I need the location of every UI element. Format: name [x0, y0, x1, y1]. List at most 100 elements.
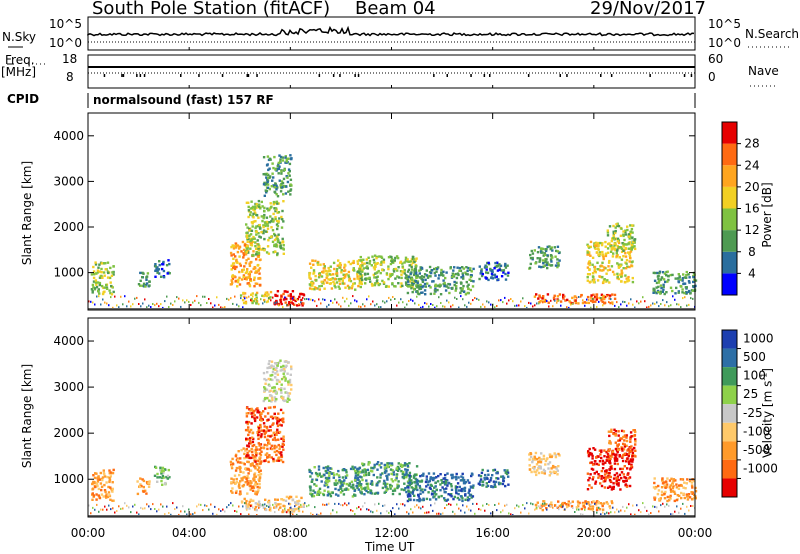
noise-cell — [634, 513, 636, 516]
scatter-cell — [252, 220, 256, 223]
scatter-cell — [255, 271, 258, 274]
scatter-cell — [424, 285, 428, 288]
scatter-cell — [288, 502, 292, 506]
velocity-colorbar-segment — [722, 330, 737, 349]
scatter-cell — [280, 437, 283, 440]
scatter-cell — [369, 469, 373, 472]
scatter-cell — [265, 191, 268, 194]
scatter-cell — [249, 233, 253, 236]
scatter-cell — [536, 257, 539, 260]
scatter-cell — [264, 222, 267, 225]
scatter-cell — [162, 471, 165, 475]
scatter-cell — [597, 463, 600, 466]
scatter-cell — [137, 283, 141, 286]
noise-cell — [594, 502, 596, 505]
scatter-cell — [625, 277, 628, 280]
scatter-cell — [600, 475, 604, 478]
scatter-cell — [277, 451, 281, 454]
scatter-cell — [410, 479, 413, 482]
scatter-cell — [609, 250, 613, 253]
scatter-cell — [282, 372, 285, 375]
scatter-cell — [258, 479, 261, 483]
noise-cell — [132, 303, 134, 306]
scatter-cell — [460, 475, 463, 478]
scatter-cell — [267, 499, 271, 503]
scatter-cell — [250, 481, 253, 484]
scatter-cell — [387, 285, 390, 288]
scatter-cell — [342, 493, 346, 496]
scatter-cell — [316, 261, 319, 265]
noise-cell — [456, 298, 458, 300]
scatter-cell — [614, 456, 618, 459]
scatter-cell — [280, 498, 283, 501]
noise-cell — [688, 509, 690, 512]
scatter-cell — [268, 504, 271, 507]
scatter-cell — [276, 211, 279, 214]
scatter-cell — [454, 488, 458, 492]
scatter-cell — [317, 493, 321, 496]
scatter-cell — [593, 472, 596, 475]
scatter-cell — [537, 467, 540, 470]
scatter-cell — [291, 498, 295, 501]
scatter-cell — [242, 274, 246, 277]
scatter-cell — [249, 207, 253, 210]
scatter-cell — [145, 282, 149, 285]
nave-drop — [489, 74, 491, 77]
scatter-cell — [610, 428, 613, 431]
scatter-cell — [457, 476, 460, 479]
scatter-cell — [629, 440, 632, 443]
scatter-cell — [316, 263, 320, 266]
scatter-cell — [629, 450, 632, 453]
scatter-cell — [483, 478, 487, 481]
scatter-cell — [419, 287, 423, 290]
scatter-cell — [313, 288, 316, 291]
scatter-cell — [339, 491, 343, 494]
scatter-cell — [318, 487, 322, 490]
scatter-cell — [358, 271, 361, 274]
scatter-cell — [425, 485, 428, 488]
scatter-cell — [461, 266, 464, 269]
scatter-cell — [587, 454, 591, 458]
scatter-cell — [241, 479, 244, 482]
scatter-cell — [138, 485, 142, 489]
scatter-cell — [301, 304, 304, 307]
scatter-cell — [112, 499, 115, 502]
scatter-cell — [407, 285, 410, 288]
noise-cell — [160, 503, 162, 506]
noise-cell — [680, 507, 682, 510]
scatter-cell — [597, 248, 600, 251]
noise-cell — [498, 502, 500, 505]
scatter-cell — [630, 264, 633, 267]
scatter-cell — [366, 272, 370, 276]
scatter-cell — [289, 183, 292, 186]
scatter-cell — [254, 220, 257, 223]
scatter-cell — [540, 503, 543, 506]
scatter-cell — [469, 275, 473, 279]
scatter-cell — [281, 186, 284, 189]
scatter-cell — [249, 464, 253, 467]
scatter-cell — [413, 270, 416, 273]
scatter-cell — [279, 359, 282, 362]
scatter-cell — [264, 189, 267, 192]
scatter-cell — [611, 501, 614, 505]
scatter-cell — [587, 246, 591, 249]
scatter-cell — [246, 240, 249, 243]
scatter-cell — [244, 271, 248, 275]
scatter-cell — [265, 216, 269, 219]
scatter-cell — [408, 260, 411, 263]
scatter-cell — [376, 468, 379, 471]
scatter-cell — [273, 232, 276, 236]
scatter-cell — [356, 473, 360, 477]
scatter-cell — [148, 280, 151, 283]
x-tick-label: 04:00 — [172, 526, 207, 540]
scatter-cell — [607, 476, 610, 479]
scatter-cell — [262, 446, 266, 450]
velocity-colorbar-segment — [722, 422, 737, 442]
scatter-cell — [246, 503, 249, 507]
scatter-cell — [686, 495, 689, 498]
scatter-cell — [272, 460, 275, 463]
scatter-cell — [455, 287, 458, 290]
noise-cell — [104, 301, 106, 304]
noise-cell — [180, 510, 182, 513]
scatter-cell — [624, 229, 627, 232]
